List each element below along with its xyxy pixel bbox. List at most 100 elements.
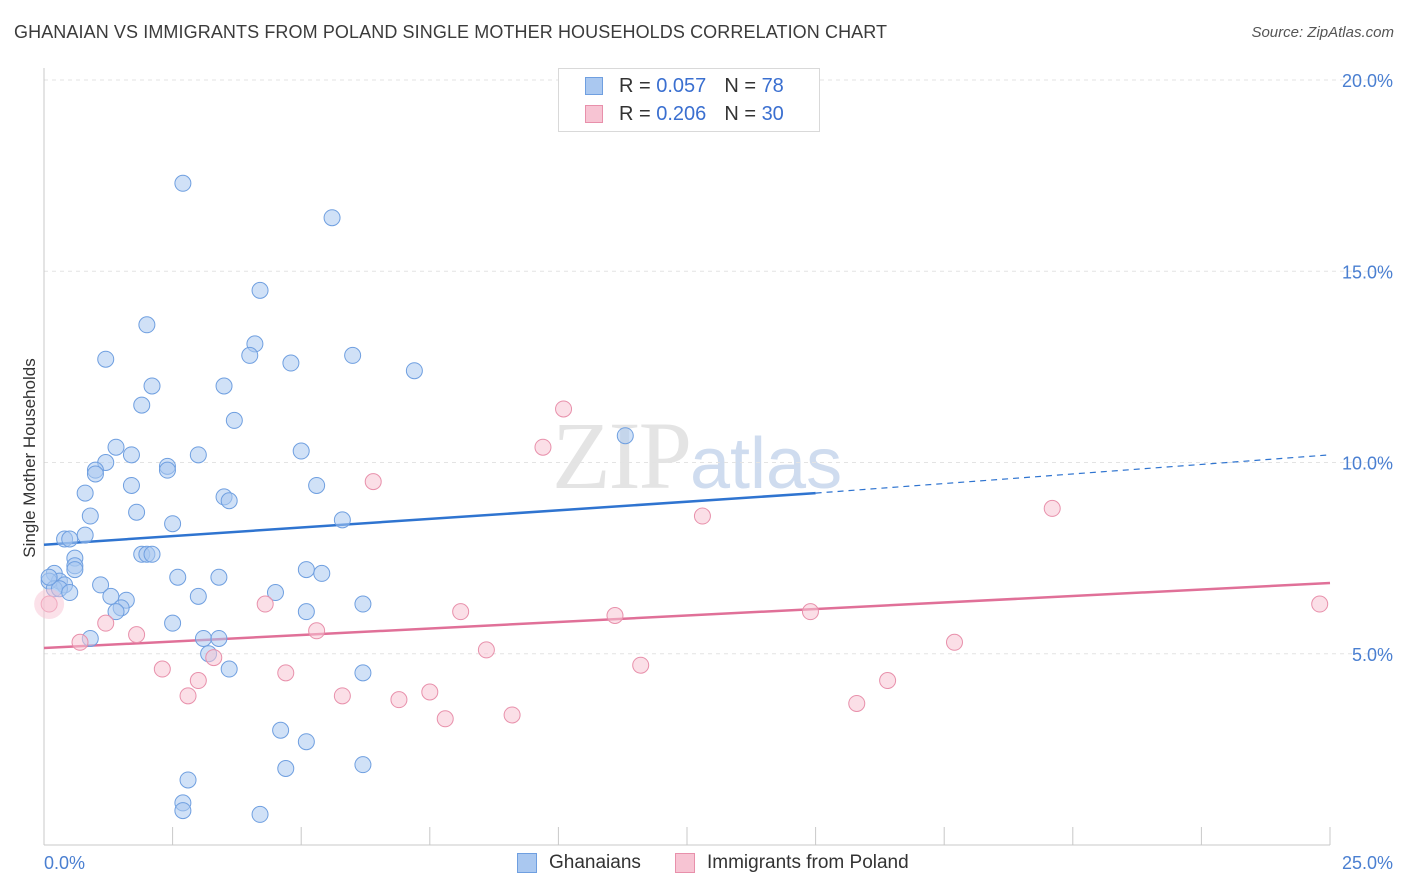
ghanaians-point: [81, 507, 99, 525]
bottom-legend-ghanaians: Ghanaians: [517, 852, 641, 874]
data-points: [34, 174, 1329, 823]
ghanaians-point: [220, 660, 238, 678]
ghanaians-trend-line: [43, 491, 816, 546]
poland-point: [71, 633, 89, 651]
poland-point: [1311, 595, 1329, 613]
watermark: ZIPatlas: [552, 400, 842, 511]
ghanaians-point: [251, 805, 269, 823]
ghanaians-point: [251, 281, 269, 299]
ghanaians-point: [616, 427, 634, 445]
poland-point: [256, 595, 274, 613]
ghanaians-point: [40, 568, 58, 586]
ghanaians-point: [164, 515, 182, 533]
y-tick-label: 10.0%: [1342, 454, 1393, 474]
ghanaians-trend-extension: [815, 454, 1331, 494]
ghanaians-point: [225, 411, 243, 429]
x-tick-label-max: 25.0%: [1342, 853, 1393, 873]
watermark-atlas: atlas: [690, 424, 843, 504]
legend-r-label: R =: [619, 74, 651, 97]
ghanaians-point: [333, 511, 351, 529]
ghanaians-point: [92, 576, 110, 594]
ghanaians-point: [174, 174, 192, 192]
legend-row-poland: R = 0.206 N = 30: [585, 102, 784, 126]
poland-point: [477, 641, 495, 659]
poland-point: [555, 400, 573, 418]
ghanaians-point: [122, 476, 140, 494]
ghanaians-point: [354, 664, 372, 682]
poland-point: [503, 706, 521, 724]
ghanaians-point: [179, 771, 197, 789]
ghanaians-point: [215, 377, 233, 395]
y-tick-label: 15.0%: [1342, 262, 1393, 282]
ghanaians-point: [158, 461, 176, 479]
ghanaians-point: [107, 438, 125, 456]
legend-n-value: 78: [761, 74, 784, 97]
poland-point: [364, 473, 382, 491]
source-note: Source: ZipAtlas.com: [1251, 24, 1394, 41]
ghanaians-point: [292, 442, 310, 460]
legend: R = 0.057 N = 78 R = 0.206 N = 30: [558, 68, 820, 132]
chart-title: GHANAIAN VS IMMIGRANTS FROM POLAND SINGL…: [14, 22, 888, 42]
legend-row-ghanaians: R = 0.057 N = 78: [585, 74, 784, 98]
ghanaians-point: [97, 350, 115, 368]
poland-trend-line: [43, 581, 1331, 650]
ghanaians-point: [308, 476, 326, 494]
ghanaians-point: [61, 584, 79, 602]
poland-point: [1043, 499, 1061, 517]
ghanaians-point: [241, 346, 259, 364]
poland-point: [693, 507, 711, 525]
legend-r-label: R =: [619, 102, 651, 125]
poland-point: [632, 656, 650, 674]
ghanaians-point: [107, 603, 125, 621]
axes: [43, 68, 1331, 846]
poland-point: [534, 438, 552, 456]
ghanaians-point: [210, 629, 228, 647]
ghanaians-point: [61, 530, 79, 548]
poland-point: [848, 694, 866, 712]
ghanaians-point: [66, 561, 84, 579]
ghanaians-point: [143, 545, 161, 563]
ghanaians-point: [133, 396, 151, 414]
ghanaians-point: [313, 564, 331, 582]
poland-point: [333, 687, 351, 705]
legend-n-label: N =: [724, 102, 756, 125]
ghanaians-point: [194, 629, 212, 647]
ghanaians-point: [266, 584, 284, 602]
bottom-legend-swatch-ghanaians: [517, 853, 537, 873]
ghanaians-point: [220, 492, 238, 510]
x-tick-label-min: 0.0%: [44, 853, 85, 873]
legend-r-value: 0.057: [656, 74, 707, 97]
legend-swatch-poland: [585, 105, 603, 123]
poland-point: [153, 660, 171, 678]
watermark-zip: ZIP: [552, 402, 692, 509]
poland-point: [390, 691, 408, 709]
ghanaians-point: [128, 503, 146, 521]
ghanaians-point: [189, 446, 207, 464]
ghanaians-point: [189, 587, 207, 605]
legend-r-value: 0.206: [656, 102, 707, 125]
ghanaians-point: [210, 568, 228, 586]
ghanaians-point: [282, 354, 300, 372]
bottom-legend-poland: Immigrants from Poland: [675, 852, 909, 874]
ghanaians-point: [76, 526, 94, 544]
poland-point: [205, 649, 223, 667]
legend-swatch-ghanaians: [585, 77, 603, 95]
bottom-legend-swatch-poland: [675, 853, 695, 873]
ghanaians-point: [297, 561, 315, 579]
ghanaians-point: [138, 316, 156, 334]
ghanaians-point: [86, 465, 104, 483]
poland-point: [97, 614, 115, 632]
ghanaians-point: [174, 802, 192, 820]
ghanaians-point: [297, 603, 315, 621]
poland-point: [308, 622, 326, 640]
poland-point: [436, 710, 454, 728]
ghanaians-point: [164, 614, 182, 632]
ghanaians-point: [297, 733, 315, 751]
ghanaians-point: [169, 568, 187, 586]
trend-lines: [43, 454, 1331, 650]
y-axis-label: Single Mother Households: [20, 358, 39, 557]
ghanaians-point: [405, 362, 423, 380]
poland-point: [452, 603, 470, 621]
ghanaians-point: [323, 209, 341, 227]
